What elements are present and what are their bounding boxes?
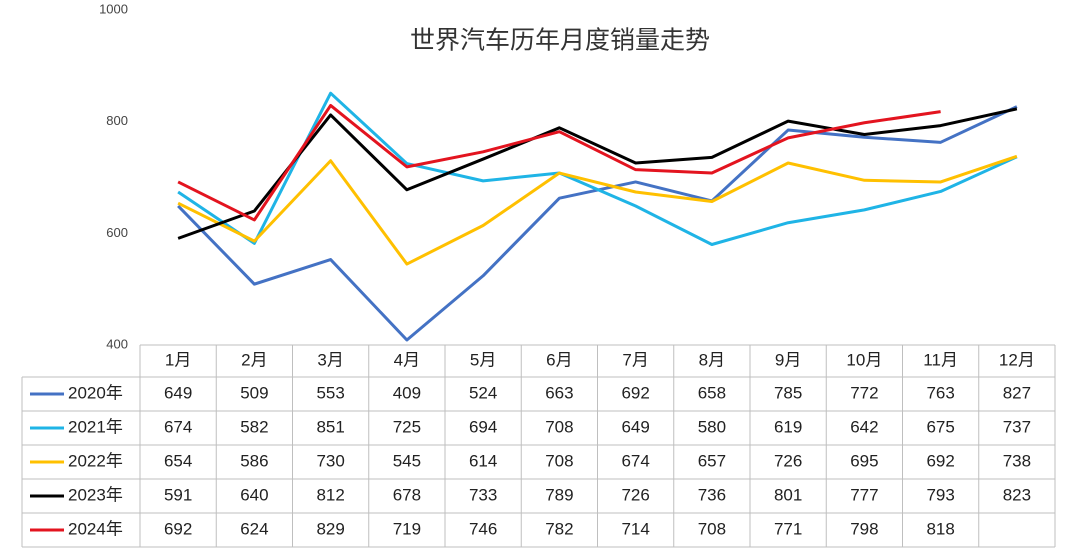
table-value: 746 — [469, 519, 497, 538]
x-tick-label: 3月 — [317, 350, 343, 369]
table-value: 654 — [164, 451, 192, 470]
table-value: 545 — [393, 451, 421, 470]
table-value: 726 — [774, 451, 802, 470]
y-tick-label: 1000 — [99, 1, 128, 16]
x-tick-label: 4月 — [394, 350, 420, 369]
table-value: 771 — [774, 519, 802, 538]
x-tick-label: 2月 — [241, 350, 267, 369]
x-tick-label: 6月 — [546, 350, 572, 369]
table-value: 553 — [316, 383, 344, 402]
y-tick-label: 600 — [106, 225, 128, 240]
y-tick-label: 800 — [106, 113, 128, 128]
table-value: 619 — [774, 417, 802, 436]
table-value: 763 — [926, 383, 954, 402]
table-value: 614 — [469, 451, 497, 470]
table-value: 719 — [393, 519, 421, 538]
legend-label: 2021年 — [68, 417, 123, 436]
x-tick-label: 12月 — [999, 350, 1035, 369]
table-value: 649 — [621, 417, 649, 436]
table-value: 692 — [164, 519, 192, 538]
table-value: 678 — [393, 485, 421, 504]
table-value: 738 — [1003, 451, 1031, 470]
chart-title: 世界汽车历年月度销量走势 — [410, 27, 710, 55]
table-value: 409 — [393, 383, 421, 402]
table-value: 586 — [240, 451, 268, 470]
table-value: 730 — [316, 451, 344, 470]
table-value: 708 — [545, 451, 573, 470]
table-value: 793 — [926, 485, 954, 504]
table-value: 827 — [1003, 383, 1031, 402]
table-value: 524 — [469, 383, 497, 402]
y-tick-label: 400 — [106, 336, 128, 351]
table-value: 789 — [545, 485, 573, 504]
series-line — [177, 154, 1018, 266]
table-value: 509 — [240, 383, 268, 402]
x-tick-label: 5月 — [470, 350, 496, 369]
table-value: 812 — [316, 485, 344, 504]
x-tick-label: 1月 — [165, 350, 191, 369]
legend-label: 2022年 — [68, 451, 123, 470]
legend-label: 2023年 — [68, 485, 123, 504]
table-value: 708 — [545, 417, 573, 436]
x-tick-label: 8月 — [699, 350, 725, 369]
table-value: 642 — [850, 417, 878, 436]
table-value: 692 — [926, 451, 954, 470]
table-value: 658 — [698, 383, 726, 402]
table-value: 649 — [164, 383, 192, 402]
table-value: 726 — [621, 485, 649, 504]
table-value: 591 — [164, 485, 192, 504]
table-value: 801 — [774, 485, 802, 504]
table-value: 674 — [621, 451, 649, 470]
x-tick-label: 9月 — [775, 350, 801, 369]
series-line — [177, 105, 1018, 342]
table-value: 674 — [164, 417, 192, 436]
table-value: 725 — [393, 417, 421, 436]
table-value: 736 — [698, 485, 726, 504]
legend-label: 2020年 — [68, 383, 123, 402]
table-value: 733 — [469, 485, 497, 504]
table-value: 624 — [240, 519, 268, 538]
table-value: 675 — [926, 417, 954, 436]
x-tick-label: 10月 — [846, 350, 882, 369]
table-value: 657 — [698, 451, 726, 470]
x-tick-label: 11月 — [923, 350, 958, 369]
table-value: 580 — [698, 417, 726, 436]
table-value: 823 — [1003, 485, 1031, 504]
series-line — [177, 107, 1018, 240]
series-line — [177, 103, 941, 222]
table-value: 582 — [240, 417, 268, 436]
table-value: 785 — [774, 383, 802, 402]
table-value: 692 — [621, 383, 649, 402]
series-line — [177, 91, 1018, 246]
table-value: 695 — [850, 451, 878, 470]
table-value: 640 — [240, 485, 268, 504]
x-tick-label: 7月 — [622, 350, 648, 369]
table-value: 663 — [545, 383, 573, 402]
table-value: 777 — [850, 485, 878, 504]
table-value: 714 — [621, 519, 649, 538]
table-value: 818 — [926, 519, 954, 538]
table-value: 851 — [316, 417, 344, 436]
table-value: 829 — [316, 519, 344, 538]
table-value: 798 — [850, 519, 878, 538]
legend-label: 2024年 — [68, 519, 123, 538]
table-value: 737 — [1003, 417, 1031, 436]
table-value: 708 — [698, 519, 726, 538]
table-value: 694 — [469, 417, 497, 436]
table-value: 772 — [850, 383, 878, 402]
table-value: 782 — [545, 519, 573, 538]
